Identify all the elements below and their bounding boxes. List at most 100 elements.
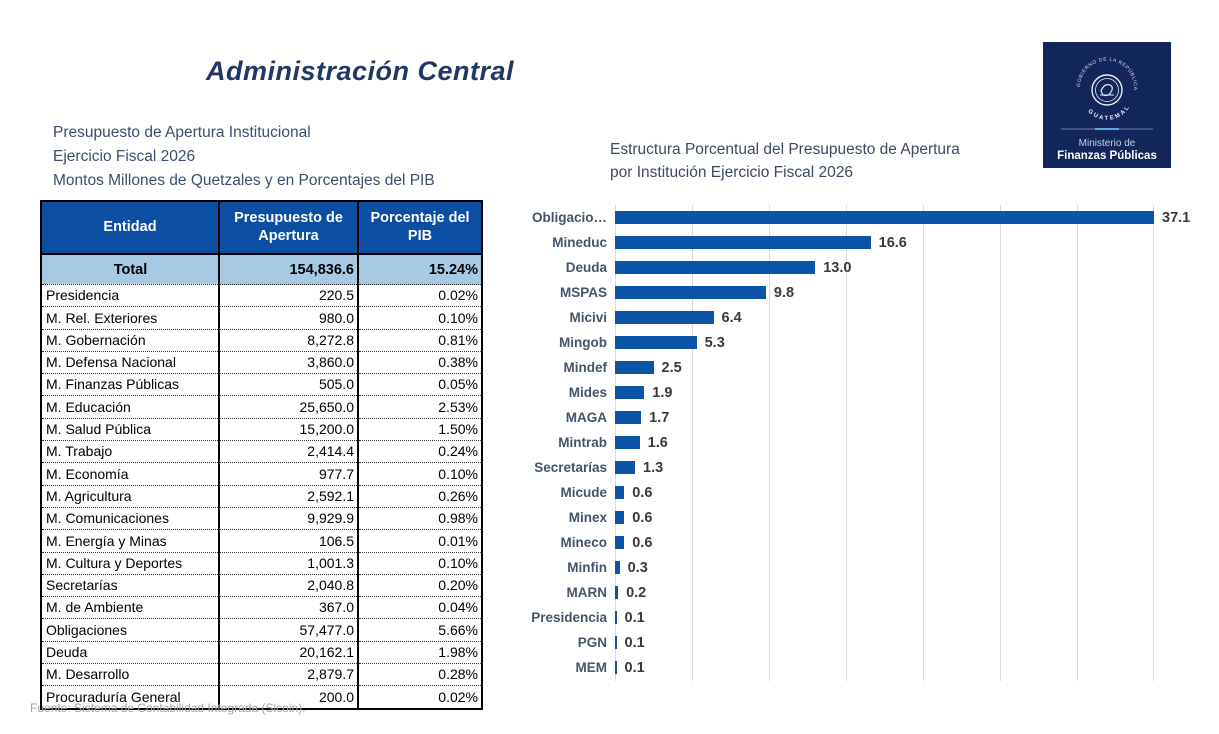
- value-label: 1.7: [649, 409, 670, 426]
- chart-row: Micude 0.6: [528, 480, 1214, 505]
- category-label: Mineco: [560, 535, 607, 550]
- category-label: Mides: [568, 385, 607, 400]
- amount-cell: 2,414.4: [218, 440, 359, 464]
- chart-row: Mineduc 16.6: [528, 230, 1214, 255]
- entity-cell: M. Educación: [40, 395, 220, 419]
- gridline: [846, 205, 847, 681]
- table-row: Obligaciones 57,477.0 5.66%: [40, 618, 483, 642]
- table-row: M. de Ambiente 367.0 0.04%: [40, 596, 483, 620]
- pib-cell: 0.10%: [357, 462, 483, 486]
- chart-row: MEM 0.1: [528, 655, 1214, 680]
- chart-row: Minfin 0.3: [528, 555, 1214, 580]
- amount-cell: 8,272.8: [218, 329, 359, 352]
- value-label: 16.6: [878, 234, 907, 251]
- bar: [615, 386, 645, 399]
- chart-row: Secretarías 1.3: [528, 455, 1214, 480]
- category-label: Presidencia: [531, 610, 607, 625]
- entity-cell: M. Economía: [40, 462, 220, 486]
- pib-cell: 1.50%: [357, 418, 483, 442]
- bar: [615, 236, 871, 249]
- chart-row: Minex 0.6: [528, 505, 1214, 530]
- value-label: 0.2: [626, 584, 647, 601]
- chart-title-line-2: por Institución Ejercicio Fiscal 2026: [610, 164, 853, 181]
- amount-cell: 25,650.0: [218, 395, 359, 419]
- chart-title-line-1: Estructura Porcentual del Presupuesto de…: [610, 141, 960, 158]
- table-row: Procuraduría General 200.0 0.02%: [40, 685, 483, 709]
- table-row: M. Salud Pública 15,200.0 1.50%: [40, 418, 483, 442]
- entity-cell: Secretarías: [40, 574, 220, 598]
- category-label: MARN: [566, 585, 608, 600]
- value-label: 0.1: [624, 609, 645, 626]
- amount-cell: 367.0: [218, 596, 359, 620]
- table-row: Deuda 20,162.1 1.98%: [40, 641, 483, 665]
- category-label: Mindef: [563, 360, 608, 375]
- pib-cell: 0.28%: [357, 663, 483, 687]
- table-body: Total 154,836.6 15.24% Presidencia 220.5 0…: [40, 254, 483, 709]
- table-row: M. Agricultura 2,592.1 0.26%: [40, 485, 483, 508]
- value-label: 0.6: [632, 484, 653, 501]
- pib-cell: 0.01%: [357, 529, 483, 553]
- entity-cell: Procuraduría General: [40, 685, 220, 709]
- minfin-logo: GOBIERNO DE LA REPÚBLICA GUATEMALA Minis…: [1040, 38, 1171, 168]
- chart-row: Mintrab 1.6: [528, 430, 1214, 455]
- total-label: Total: [40, 254, 220, 285]
- bar: [615, 261, 816, 274]
- header-entidad: Entidad: [40, 200, 220, 255]
- pib-cell: 0.02%: [357, 284, 483, 308]
- chart-title: Estructura Porcentual del Presupuesto de…: [610, 138, 960, 184]
- amount-cell: 977.7: [218, 462, 359, 486]
- amount-cell: 57,477.0: [218, 618, 359, 642]
- category-label: Mingob: [559, 335, 607, 350]
- amount-cell: 2,879.7: [218, 663, 359, 687]
- bar: [615, 436, 640, 449]
- amount-cell: 3,860.0: [218, 351, 359, 375]
- logo-divider-accent: [1095, 128, 1119, 130]
- chart-row: Mindef 2.5: [528, 355, 1214, 380]
- chart-row: Deuda 13.0: [528, 255, 1214, 280]
- entity-cell: Deuda: [40, 641, 220, 665]
- pib-cell: 5.66%: [357, 618, 483, 642]
- gridline: [1000, 205, 1001, 681]
- chart-row: Obligacio… 37.1: [528, 205, 1214, 230]
- table-row: M. Desarrollo 2,879.7 0.28%: [40, 663, 483, 687]
- table-subtitle: Presupuesto de Apertura Institucional Ej…: [53, 121, 435, 193]
- bar: [615, 361, 654, 374]
- logo-finanzas-text: Finanzas Públicas: [1057, 150, 1157, 162]
- pib-cell: 0.38%: [357, 351, 483, 375]
- value-label: 0.1: [624, 634, 645, 651]
- bar: [615, 411, 642, 424]
- chart-row: Micivi 6.4: [528, 305, 1214, 330]
- amount-cell: 20,162.1: [218, 641, 359, 665]
- category-label: Minex: [568, 510, 607, 525]
- amount-cell: 2,592.1: [218, 485, 359, 508]
- chart-row: Mides 1.9: [528, 380, 1214, 405]
- table-header: Entidad Presupuesto de Apertura Porcenta…: [40, 200, 483, 255]
- category-label: MAGA: [565, 410, 607, 425]
- pib-cell: 0.81%: [357, 329, 483, 352]
- entity-cell: Presidencia: [40, 284, 220, 308]
- value-label: 0.1: [624, 659, 645, 676]
- logo-ministerio-text: Ministerio de: [1079, 138, 1136, 149]
- value-label: 1.9: [652, 384, 673, 401]
- page-title: Administración Central: [205, 56, 515, 86]
- value-label: 6.4: [721, 309, 742, 326]
- category-label: Minfin: [567, 560, 607, 575]
- entity-cell: M. Finanzas Públicas: [40, 373, 220, 397]
- entity-cell: M. Comunicaciones: [40, 507, 220, 531]
- table-row: M. Gobernación 8,272.8 0.81%: [40, 329, 483, 352]
- bar: [615, 611, 617, 624]
- entity-cell: Obligaciones: [40, 618, 220, 642]
- entity-cell: M. Agricultura: [40, 485, 220, 508]
- table-row: M. Energía y Minas 106.5 0.01%: [40, 529, 483, 553]
- subtitle-line-1: Presupuesto de Apertura Institucional: [53, 124, 311, 141]
- entity-cell: M. Cultura y Deportes: [40, 552, 220, 575]
- chart-row: Mingob 5.3: [528, 330, 1214, 355]
- amount-cell: 505.0: [218, 373, 359, 397]
- bar: [615, 536, 625, 549]
- pib-cell: 0.24%: [357, 440, 483, 464]
- category-label: Mineduc: [552, 235, 607, 250]
- category-label: Mintrab: [558, 435, 607, 450]
- category-label: Micude: [560, 485, 607, 500]
- amount-cell: 220.5: [218, 284, 359, 308]
- bar: [615, 286, 766, 299]
